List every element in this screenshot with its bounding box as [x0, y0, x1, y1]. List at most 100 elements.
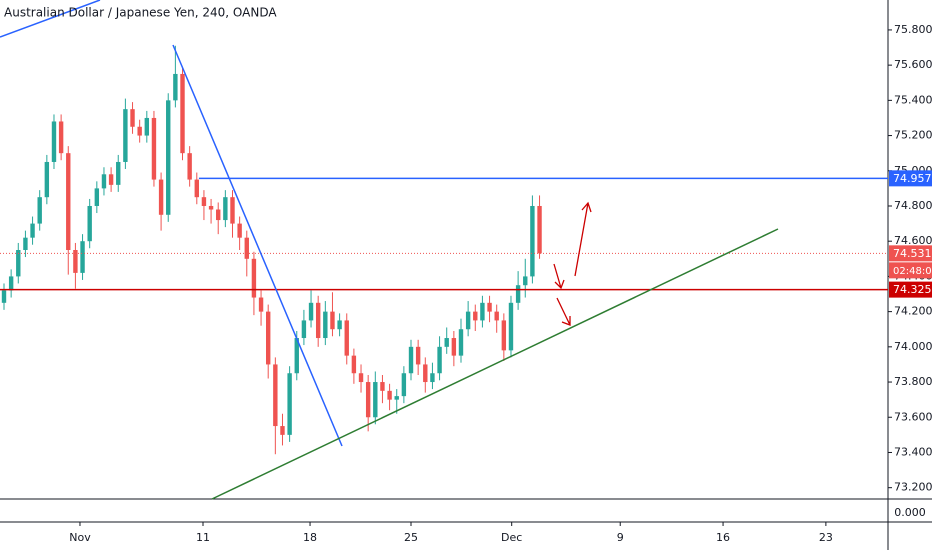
candle-body — [230, 197, 235, 224]
candle-body — [415, 346, 421, 365]
candle-body — [37, 197, 42, 224]
candle-body — [44, 161, 50, 198]
candle-body — [451, 338, 457, 356]
candle-body — [273, 364, 278, 427]
candle-body — [537, 205, 542, 254]
candle-body — [87, 205, 92, 242]
candle-body — [465, 311, 471, 330]
candle-body — [166, 100, 171, 215]
candle-body — [365, 382, 371, 418]
price-label-box — [889, 281, 932, 298]
x-tick-label: 16 — [716, 531, 730, 544]
candle-body — [330, 311, 335, 330]
trendline — [172, 44, 343, 447]
candle-body — [401, 373, 407, 397]
candle-body — [515, 285, 521, 303]
trendline — [211, 228, 779, 500]
candle-body — [116, 161, 121, 185]
candle-body — [194, 179, 199, 198]
y-tick-label: 73.200 — [894, 481, 932, 494]
price-label: 74.531 — [893, 247, 932, 260]
candle-body — [137, 126, 142, 136]
countdown-box — [889, 262, 932, 279]
trendlines — [0, 0, 779, 500]
y-tick-label: 73.400 — [894, 445, 932, 458]
candle-body — [265, 311, 271, 365]
candle-body — [173, 73, 178, 101]
x-tick-label: Dec — [501, 531, 522, 544]
candle-body — [458, 329, 464, 356]
candle-body — [101, 174, 107, 189]
candle-body — [444, 338, 449, 347]
candle-body — [344, 320, 349, 356]
drawings — [0, 29, 892, 526]
candle-body — [237, 223, 242, 238]
x-tick-label: 11 — [196, 531, 210, 544]
y-tick-label: 75.600 — [894, 58, 932, 71]
candle-body — [258, 297, 264, 312]
price-label: 74.325 — [893, 283, 932, 296]
x-tick-label: Nov — [69, 531, 91, 544]
candle-body — [108, 174, 114, 185]
trendline — [0, 0, 101, 38]
countdown: 02:48:02 — [893, 266, 932, 277]
candle-body — [423, 364, 428, 383]
candle-body — [308, 302, 314, 321]
y-tick-label: 75.200 — [894, 129, 932, 142]
candle-body — [8, 276, 14, 291]
candle-body — [251, 258, 257, 298]
y-tick-label: 74.800 — [894, 199, 932, 212]
candle-body — [208, 205, 214, 210]
candle-body — [323, 311, 328, 339]
candle-body — [16, 250, 21, 277]
candle-body — [387, 390, 392, 400]
candle-body — [51, 121, 57, 162]
candle-body — [187, 153, 192, 180]
candle-body — [508, 302, 514, 351]
x-tick-label: 25 — [404, 531, 418, 544]
candle-body — [123, 109, 128, 162]
candle-body — [280, 426, 285, 435]
price-label-box — [889, 245, 932, 262]
candle-body — [394, 396, 399, 400]
candle-body — [66, 153, 71, 250]
candle-body — [58, 121, 64, 154]
candle-body — [144, 117, 150, 136]
candle-body — [216, 209, 221, 221]
candle-body — [473, 311, 478, 321]
candle-body — [530, 205, 535, 277]
candle-body — [480, 302, 485, 321]
candle-body — [294, 338, 299, 374]
chart-title: Australian Dollar / Japanese Yen, 240, O… — [4, 6, 277, 20]
arrows — [553, 201, 592, 326]
y-tick-label: 74.600 — [894, 234, 932, 247]
y-tick-label: 73.800 — [894, 375, 932, 388]
candle-body — [430, 373, 435, 383]
candle-body — [30, 223, 35, 238]
candle-body — [437, 346, 442, 374]
x-tick-label: 23 — [819, 531, 833, 544]
candle-body — [158, 179, 164, 215]
price-label: 74.957 — [893, 172, 932, 185]
candle-body — [337, 320, 342, 330]
y-tick-label: 74.000 — [894, 340, 932, 353]
y-tick-label: 75.400 — [894, 93, 932, 106]
x-tick-label: 18 — [303, 531, 317, 544]
candle-body — [501, 320, 507, 351]
candle-body — [523, 276, 528, 286]
candle-body — [223, 197, 228, 221]
candle-body — [201, 197, 207, 206]
candle-body — [151, 117, 157, 180]
arrow-down — [556, 297, 571, 326]
candle-body — [487, 302, 492, 312]
y-tick-label: 75.800 — [894, 23, 932, 36]
candle-body — [244, 237, 249, 259]
candle-body — [94, 188, 100, 206]
candle-body — [1, 290, 7, 303]
arrow-up — [574, 201, 592, 277]
candle-body — [408, 346, 414, 374]
arrow-down — [553, 263, 565, 290]
candle-body — [301, 320, 307, 339]
candle-body — [180, 73, 185, 154]
